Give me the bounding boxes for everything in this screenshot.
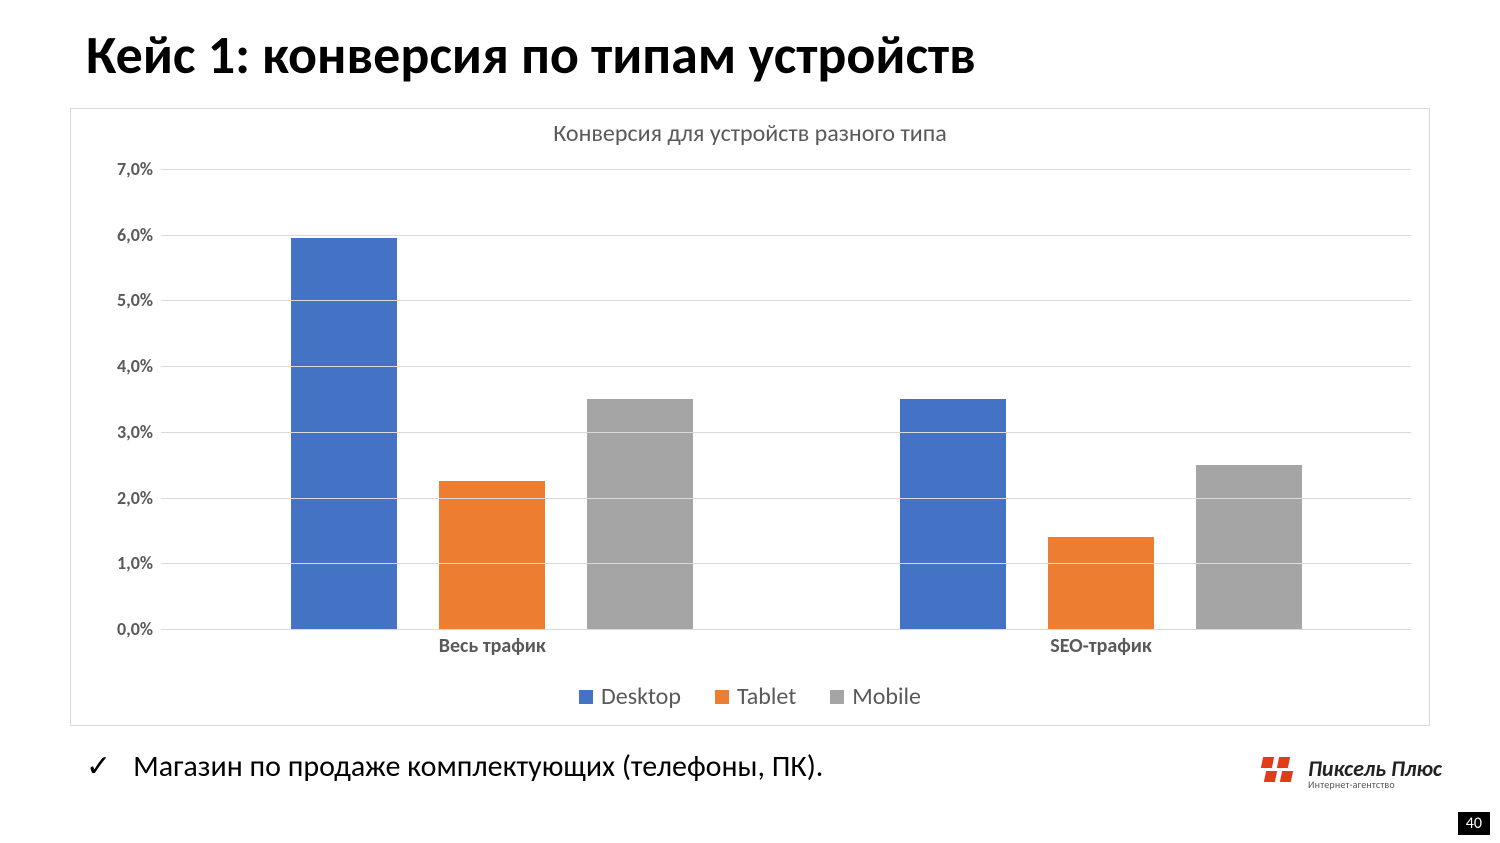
slide-title: Кейс 1: конверсия по типам устройств	[0, 0, 1500, 88]
y-tick-label: 4,0%	[83, 355, 153, 377]
gridline	[161, 366, 1411, 367]
logo-tagline: Интернет-агентство	[1308, 780, 1442, 790]
x-category-label: SEO-трафик	[1050, 634, 1151, 658]
logo-mark-icon	[1260, 755, 1298, 793]
bar-tablet	[439, 481, 545, 629]
chart-plot-area: 0,0%1,0%2,0%3,0%4,0%5,0%6,0%7,0%	[161, 169, 1411, 629]
y-tick-label: 1,0%	[83, 552, 153, 574]
legend-swatch-icon	[830, 690, 844, 704]
logo-name: Пиксель Плюс	[1308, 758, 1442, 780]
x-category-label: Весь трафик	[439, 634, 546, 658]
legend-swatch-icon	[579, 690, 593, 704]
bar-mobile	[1196, 465, 1302, 629]
legend-item-desktop: Desktop	[579, 682, 681, 711]
chart-title: Конверсия для устройств разного типа	[71, 109, 1429, 148]
gridline	[161, 498, 1411, 499]
bullet-text: Магазин по продаже комплектующих (телефо…	[133, 748, 823, 785]
logo: Пиксель Плюс Интернет-агентство	[1260, 755, 1442, 793]
gridline	[161, 629, 1411, 630]
gridline	[161, 563, 1411, 564]
chart-container: Конверсия для устройств разного типа 0,0…	[70, 108, 1430, 726]
page-number: 40	[1458, 812, 1490, 835]
legend-label: Tablet	[737, 682, 796, 711]
bar-mobile	[587, 399, 693, 629]
y-tick-label: 7,0%	[83, 158, 153, 180]
bar-desktop	[291, 238, 397, 629]
legend-swatch-icon	[715, 690, 729, 704]
gridline	[161, 235, 1411, 236]
bullet-row: ✓ Магазин по продаже комплектующих (теле…	[86, 748, 823, 785]
y-tick-label: 2,0%	[83, 487, 153, 509]
bar-tablet	[1048, 537, 1154, 629]
gridline	[161, 300, 1411, 301]
gridline	[161, 432, 1411, 433]
y-tick-label: 5,0%	[83, 289, 153, 311]
legend-item-mobile: Mobile	[830, 682, 921, 711]
y-tick-label: 6,0%	[83, 224, 153, 246]
legend-label: Mobile	[852, 682, 921, 711]
legend-label: Desktop	[601, 682, 681, 711]
bar-desktop	[900, 399, 1006, 629]
legend-item-tablet: Tablet	[715, 682, 796, 711]
y-tick-label: 3,0%	[83, 421, 153, 443]
checkmark-icon: ✓	[86, 748, 111, 785]
gridline	[161, 169, 1411, 170]
bars-layer	[161, 169, 1411, 629]
y-tick-label: 0,0%	[83, 618, 153, 640]
chart-legend: Desktop Tablet Mobile	[71, 682, 1429, 711]
